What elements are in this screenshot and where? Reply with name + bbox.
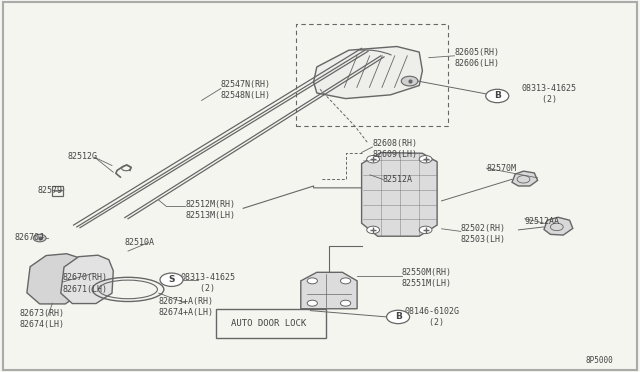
Text: 82608(RH)
82609(LH): 82608(RH) 82609(LH) [372,139,417,159]
Circle shape [307,278,317,284]
Text: 82673+A(RH)
82674+A(LH): 82673+A(RH) 82674+A(LH) [159,297,214,317]
Circle shape [387,310,410,324]
Circle shape [486,89,509,103]
Text: 82512G: 82512G [67,153,97,161]
Text: 82605(RH)
82606(LH): 82605(RH) 82606(LH) [454,48,499,68]
Text: 82502(RH)
82503(LH): 82502(RH) 82503(LH) [461,224,506,244]
Text: B: B [395,312,401,321]
Text: 08313-41625
    (2): 08313-41625 (2) [522,84,577,104]
Circle shape [160,273,183,286]
Text: 82512M(RH)
82513M(LH): 82512M(RH) 82513M(LH) [186,200,236,220]
Polygon shape [544,217,573,235]
Text: 82547N(RH)
82548N(LH): 82547N(RH) 82548N(LH) [221,80,271,100]
Text: 82673(RH)
82674(LH): 82673(RH) 82674(LH) [19,309,64,329]
Text: 08313-41625
    (2): 08313-41625 (2) [180,273,236,293]
Circle shape [33,234,46,242]
Text: 82512A: 82512A [383,175,413,184]
Circle shape [419,155,432,163]
Circle shape [340,278,351,284]
Text: 82670(RH)
82671(LH): 82670(RH) 82671(LH) [63,273,108,294]
Text: B: B [494,92,500,100]
Text: 82550M(RH)
82551M(LH): 82550M(RH) 82551M(LH) [402,268,452,288]
Text: 82510A: 82510A [125,238,155,247]
Circle shape [419,226,432,234]
Bar [216,309,326,338]
Text: S: S [168,275,175,284]
Bar [52,186,63,196]
Polygon shape [27,254,84,304]
Polygon shape [314,46,422,99]
Circle shape [307,300,317,306]
Polygon shape [61,255,113,304]
Text: 82670J: 82670J [14,233,44,242]
Polygon shape [301,272,357,309]
Text: 08146-6102G
     (2): 08146-6102G (2) [404,307,460,327]
Polygon shape [512,171,538,186]
Circle shape [367,226,380,234]
Polygon shape [362,153,437,236]
Text: 8P5000: 8P5000 [586,356,613,365]
Circle shape [367,155,380,163]
Circle shape [401,76,418,86]
Text: 82570M: 82570M [486,164,516,173]
Text: AUTO DOOR LOCK: AUTO DOOR LOCK [231,319,307,328]
Text: 82579: 82579 [37,186,62,195]
Text: 92512AA: 92512AA [525,217,560,226]
Circle shape [340,300,351,306]
